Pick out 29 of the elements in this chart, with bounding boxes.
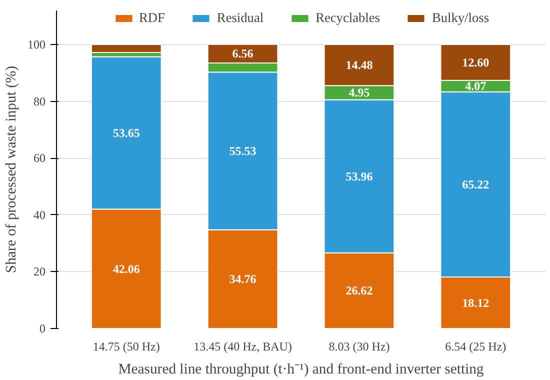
data-label: 53.65	[112, 126, 140, 140]
legend-label: Recyclables	[316, 10, 380, 26]
y-tick-label: 0	[40, 322, 46, 336]
y-tick-label: 60	[34, 151, 46, 166]
legend-label: RDF	[138, 10, 165, 26]
y-axis-title: Share of processed waste input (%)	[4, 66, 20, 274]
x-tick-label: 6.54 (25 Hz)	[445, 340, 506, 354]
legend-label: Bulky/loss	[432, 10, 490, 26]
x-tick-label: 13.45 (40 Hz, BAU)	[194, 340, 292, 354]
data-label: 6.56	[232, 46, 254, 61]
x-tick-label: 14.75 (50 Hz)	[92, 340, 160, 354]
data-label: 4.07	[465, 79, 486, 94]
y-tick-label: 40	[34, 208, 46, 222]
x-tick-label: 8.03 (30 Hz)	[328, 340, 390, 354]
legend-label: Residual	[216, 10, 264, 26]
x-axis-title: Measured line throughput (t·h⁻¹) and front-end inverter setting	[118, 362, 484, 378]
data-label: 34.76	[229, 272, 256, 286]
data-label: 18.12	[462, 296, 490, 310]
data-label: 42.06	[112, 262, 140, 276]
data-label: 14.48	[346, 58, 373, 72]
y-tick-label: 20	[34, 264, 46, 279]
data-label: 12.60	[462, 55, 490, 70]
data-label: 53.96	[346, 169, 373, 184]
data-label: 26.62	[346, 284, 373, 298]
data-label: 65.22	[462, 177, 490, 192]
data-label: 4.95	[348, 86, 370, 100]
y-tick-label: 100	[28, 38, 46, 52]
data-label: 55.53	[229, 144, 256, 158]
y-tick-label: 80	[34, 94, 46, 108]
